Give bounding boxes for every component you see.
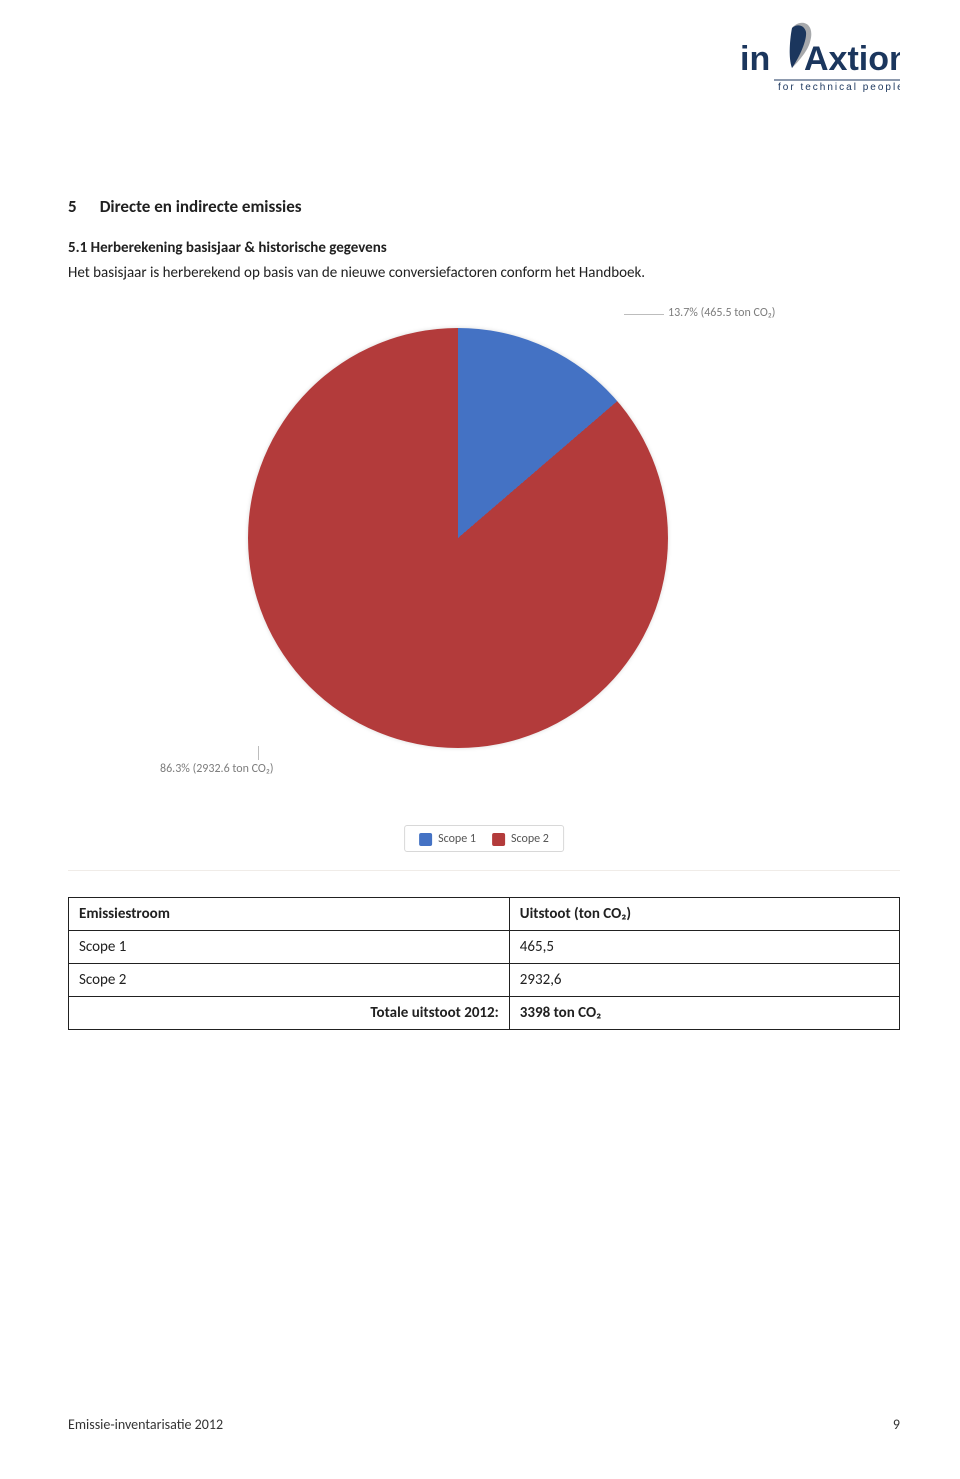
section-title-text: Directe en indirecte emissies: [100, 196, 302, 217]
legend-swatch-scope1: [419, 833, 432, 846]
table-header-cell: Emissiestroom: [69, 898, 510, 931]
table-total-label: Totale uitstoot 2012:: [69, 997, 510, 1030]
table-cell: 465,5: [509, 931, 899, 964]
pie-label-scope1: 13.7% (465.5 ton CO₂): [668, 306, 775, 320]
in-axtion-logo-icon: in Axtion for technical people: [700, 20, 900, 100]
legend-swatch-scope2: [492, 833, 505, 846]
divider: [68, 870, 900, 871]
table-row: Scope 1 465,5: [69, 931, 900, 964]
subsection-heading: 5.1 Herberekening basisjaar & historisch…: [68, 239, 900, 257]
table-total-value: 3398 ton CO₂: [509, 997, 899, 1030]
legend-item-scope2: Scope 2: [492, 832, 549, 846]
pie-label-scope2-text: 86.3% (2932.6 ton CO₂): [160, 762, 274, 776]
logo-text-axtion: Axtion: [804, 40, 900, 78]
table-cell: Scope 2: [69, 964, 510, 997]
table-header-cell: Uitstoot (ton CO₂): [509, 898, 899, 931]
legend-text-scope1: Scope 1: [438, 832, 476, 846]
chart-legend: Scope 1 Scope 2: [404, 825, 564, 852]
legend-item-scope1: Scope 1: [419, 832, 476, 846]
logo-tagline: for technical people: [778, 82, 900, 93]
footer-left: Emissie-inventarisatie 2012: [68, 1416, 223, 1433]
logo-text-in: in: [740, 40, 770, 78]
table-row: Totale uitstoot 2012: 3398 ton CO₂: [69, 997, 900, 1030]
pie-label-scope2: 86.3% (2932.6 ton CO₂): [160, 762, 274, 776]
subsection-number: 5.1: [68, 239, 87, 257]
page-footer: Emissie-inventarisatie 2012 9: [68, 1416, 900, 1433]
table-cell: 2932,6: [509, 964, 899, 997]
header-logo: in Axtion for technical people: [700, 20, 900, 100]
table-cell: Scope 1: [69, 931, 510, 964]
section-heading: 5 Directe en indirecte emissies: [68, 196, 900, 217]
pie-container: [248, 328, 668, 748]
body-paragraph: Het basisjaar is herberekend op basis va…: [68, 263, 900, 284]
table-row: Emissiestroom Uitstoot (ton CO₂): [69, 898, 900, 931]
pie-label-scope1-text: 13.7% (465.5 ton CO₂): [668, 306, 775, 320]
subsection-title-text: Herberekening basisjaar & historische ge…: [91, 239, 387, 257]
emissions-table: Emissiestroom Uitstoot (ton CO₂) Scope 1…: [68, 897, 900, 1030]
section-number: 5: [68, 196, 77, 217]
table-row: Scope 2 2932,6: [69, 964, 900, 997]
pie-chart: 13.7% (465.5 ton CO₂) 86.3% (2932.6 ton …: [68, 302, 900, 852]
footer-page-number: 9: [893, 1416, 900, 1433]
legend-text-scope2: Scope 2: [511, 832, 549, 846]
